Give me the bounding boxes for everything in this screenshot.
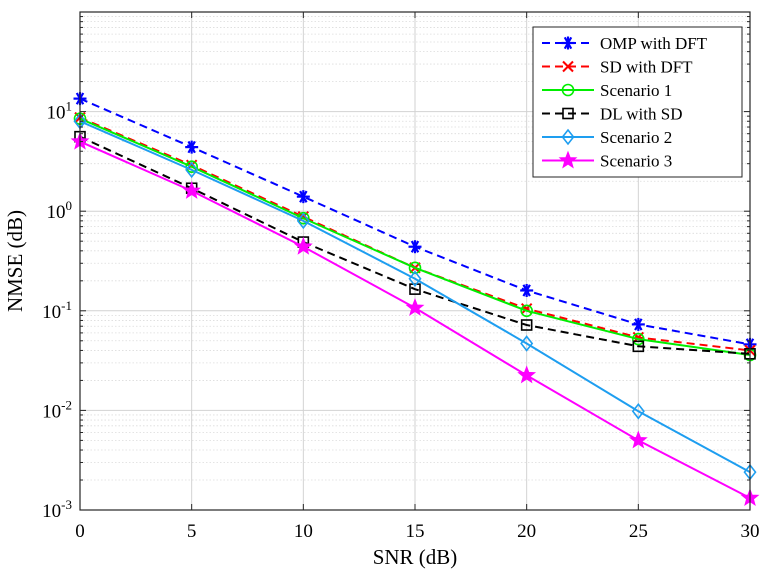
legend-item: Scenario 3 (542, 150, 672, 171)
data-point (631, 402, 645, 420)
x-tick-label: 15 (406, 521, 425, 542)
legend-marker (561, 36, 575, 50)
legend-label: Scenario 1 (600, 81, 672, 100)
legend-label: Scenario 2 (600, 128, 672, 147)
x-tick-label: 20 (517, 521, 536, 542)
data-point (520, 283, 534, 297)
data-point (405, 297, 425, 316)
data-point (296, 190, 310, 204)
legend-marker (562, 60, 574, 73)
series-line (79, 117, 751, 356)
data-point (520, 335, 534, 352)
legend-item: Scenario 2 (542, 128, 672, 147)
data-point (631, 317, 645, 331)
data-point (185, 161, 199, 179)
legend: OMP with DFT SD with DFT Scenario 1 DL with… (532, 26, 743, 178)
y-tick-label: 100 (47, 198, 73, 223)
legend-label: OMP with DFT (600, 34, 708, 53)
y-tick-label: 101 (47, 99, 73, 124)
legend-marker (561, 83, 575, 97)
x-tick-label: 5 (187, 521, 197, 542)
data-point (520, 304, 533, 318)
y-tick-label: 10-3 (42, 497, 72, 522)
data-point (520, 319, 533, 331)
data-point (517, 365, 537, 384)
y-axis-label: NMSE (dB) (3, 210, 27, 312)
legend-label: Scenario 3 (600, 152, 672, 171)
data-point (408, 240, 422, 254)
y-tick-label: 10-2 (42, 397, 72, 422)
x-axis-label: SNR (dB) (373, 545, 458, 569)
legend-label: DL with SD (600, 105, 683, 124)
data-point (293, 236, 313, 255)
data-point (628, 430, 648, 449)
legend-item: Scenario 1 (542, 81, 672, 100)
legend-marker (561, 128, 575, 146)
legend-item: SD with DFT (542, 58, 693, 77)
data-point (409, 283, 421, 295)
legend-marker (558, 150, 578, 169)
data-point (185, 140, 199, 154)
data-point (632, 332, 645, 346)
data-point (408, 261, 422, 275)
y-tick-label: 10-1 (42, 298, 72, 323)
series-line (79, 120, 751, 474)
data-point (632, 340, 645, 353)
x-tick-label: 30 (741, 521, 760, 542)
data-point (408, 270, 422, 288)
legend-marker (562, 107, 574, 120)
legend-label: SD with DFT (600, 58, 693, 77)
series-scenario-1 (73, 112, 757, 362)
x-tick-label: 0 (75, 521, 85, 542)
axis-ticks: 0 5 10 15 20 25 30 10-3 10-2 10-1 100 101 (42, 12, 760, 542)
legend-item: DL with SD (542, 105, 683, 124)
x-tick-label: 10 (294, 521, 313, 542)
data-point (182, 180, 202, 199)
legend-item: OMP with DFT (542, 34, 708, 53)
data-point (296, 212, 310, 230)
x-tick-label: 25 (629, 521, 648, 542)
